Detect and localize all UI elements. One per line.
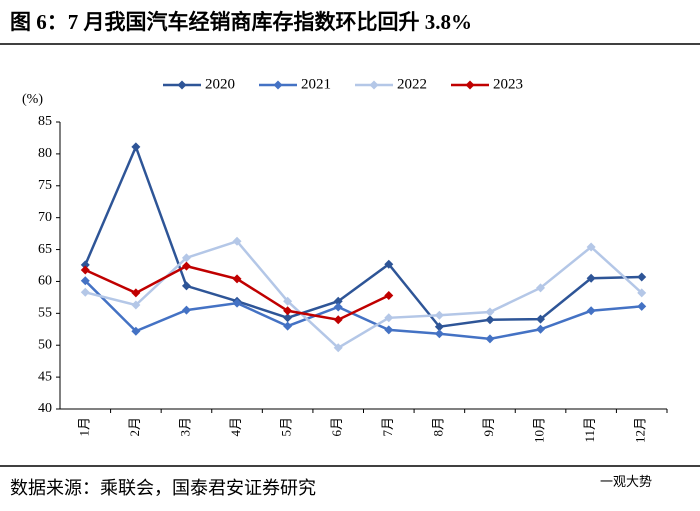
point	[384, 313, 394, 323]
x-tick-label: 10月	[532, 417, 547, 443]
y-tick-label: 60	[38, 274, 52, 289]
x-tick-label: 7月	[380, 417, 395, 437]
x-tick-label: 5月	[279, 417, 294, 437]
watermark: 一观大势	[600, 474, 652, 489]
series-line	[84, 264, 390, 322]
point	[333, 343, 343, 353]
x-tick-label: 6月	[329, 417, 344, 437]
point	[586, 306, 596, 316]
point	[384, 259, 394, 269]
title: 图 6：7 月我国汽车经销商库存指数环比回升 3.8%	[10, 10, 472, 34]
point	[283, 296, 293, 306]
y-tick-label: 50	[38, 337, 52, 352]
series-line	[84, 143, 642, 329]
point	[434, 322, 444, 332]
point	[80, 276, 90, 286]
x-tick-label: 12月	[633, 417, 648, 443]
point	[131, 326, 141, 336]
legend-label: 2023	[493, 76, 523, 92]
point	[232, 274, 242, 284]
x-tick-label: 2月	[127, 417, 142, 437]
point	[637, 288, 647, 298]
point	[333, 296, 343, 306]
point	[536, 314, 546, 324]
y-axis-label: (%)	[22, 92, 43, 107]
x-tick-label: 8月	[430, 417, 445, 437]
y-tick-label: 65	[38, 242, 52, 257]
point	[181, 261, 191, 271]
point	[485, 315, 495, 325]
point	[80, 265, 90, 275]
point	[536, 283, 546, 293]
legend-marker	[369, 80, 379, 90]
x-tick-label: 11月	[582, 417, 597, 443]
point	[80, 287, 90, 297]
y-tick-label: 85	[38, 114, 52, 129]
point	[333, 302, 343, 312]
point	[637, 272, 647, 282]
point	[384, 325, 394, 335]
legend-label: 2022	[397, 76, 427, 92]
point	[434, 329, 444, 339]
source: 数据来源：乘联会，国泰君安证券研究	[10, 478, 316, 498]
series-line	[84, 239, 643, 350]
y-tick-label: 80	[38, 146, 52, 161]
legend-label: 2020	[205, 76, 235, 92]
x-tick-label: 3月	[177, 417, 192, 437]
point	[485, 307, 495, 317]
point	[384, 290, 394, 300]
x-tick-label: 4月	[228, 417, 243, 437]
point	[333, 315, 343, 325]
point	[181, 305, 191, 315]
y-tick-label: 75	[38, 178, 52, 193]
point	[586, 242, 596, 252]
legend-marker	[273, 80, 283, 90]
point	[283, 313, 293, 323]
point	[131, 288, 141, 298]
point	[131, 300, 141, 310]
series-line	[84, 279, 642, 341]
legend-marker	[177, 80, 187, 90]
point	[434, 310, 444, 320]
x-tick-label: 9月	[481, 417, 496, 437]
point	[181, 253, 191, 263]
y-tick-label: 70	[38, 210, 52, 225]
point	[536, 324, 546, 334]
y-tick-label: 45	[38, 369, 52, 384]
point	[637, 301, 647, 311]
point	[131, 142, 141, 152]
legend-label: 2021	[301, 76, 331, 92]
point	[232, 236, 242, 246]
point	[283, 321, 293, 331]
y-tick-label: 40	[38, 401, 52, 416]
point	[181, 281, 191, 291]
point	[586, 273, 596, 283]
x-tick-label: 1月	[76, 417, 91, 437]
point	[485, 334, 495, 344]
y-tick-label: 55	[38, 306, 52, 321]
point	[80, 260, 90, 270]
legend-marker	[465, 80, 475, 90]
point	[283, 306, 293, 316]
point	[232, 298, 242, 308]
